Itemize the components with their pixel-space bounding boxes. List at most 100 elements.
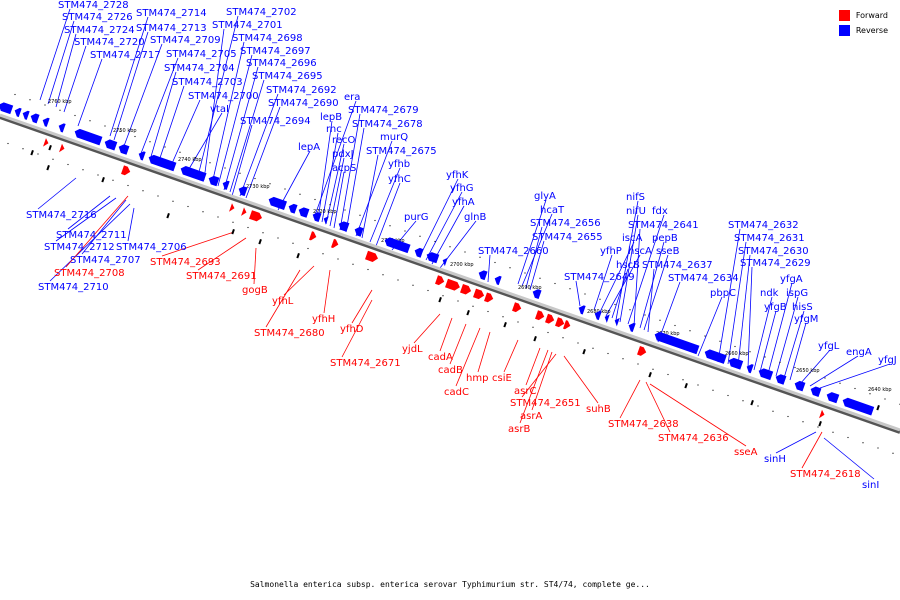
reverse-gene bbox=[532, 289, 542, 300]
genome-backbone bbox=[0, 113, 900, 432]
minor-tick bbox=[757, 405, 759, 407]
leader-line bbox=[525, 226, 543, 289]
feature-mark bbox=[503, 322, 507, 328]
feature-mark bbox=[46, 164, 50, 171]
minor-tick bbox=[59, 109, 61, 111]
reverse-gene bbox=[628, 322, 636, 332]
leader-line bbox=[775, 296, 799, 377]
gene-label: pbpC bbox=[710, 288, 736, 299]
coordinate-tick-label: 2690 kbp bbox=[518, 285, 542, 291]
minor-tick bbox=[644, 314, 646, 316]
minor-tick bbox=[367, 268, 369, 271]
gene-label: STM474_2638 bbox=[608, 419, 679, 430]
minor-tick bbox=[449, 246, 451, 248]
leader-line bbox=[265, 269, 301, 328]
leader-line bbox=[717, 228, 741, 363]
reverse-gene bbox=[323, 216, 329, 225]
leader-line bbox=[345, 127, 365, 233]
genome-backbone-shadow bbox=[0, 115, 900, 434]
minor-tick bbox=[479, 256, 481, 258]
minor-tick bbox=[719, 340, 721, 342]
leader-line bbox=[753, 296, 773, 371]
map-caption: Salmonella enterica subsp. enterica sero… bbox=[250, 580, 650, 589]
coordinate-tick-label: 2760 kbp bbox=[48, 99, 72, 105]
gene-label: STM474_2651 bbox=[510, 398, 581, 409]
minor-tick bbox=[704, 335, 706, 337]
minor-tick bbox=[472, 305, 474, 307]
leader-line bbox=[341, 299, 373, 358]
minor-tick bbox=[749, 351, 751, 353]
leader-line bbox=[455, 327, 481, 387]
reverse-gene bbox=[810, 386, 822, 397]
minor-tick bbox=[179, 151, 181, 153]
leader-line bbox=[197, 15, 239, 177]
leader-line bbox=[77, 58, 103, 127]
minor-tick bbox=[787, 415, 789, 418]
leader-line bbox=[329, 157, 345, 227]
gene-labels: STM474_2728STM474_2726STM474_2724STM474_… bbox=[26, 0, 897, 491]
gene-label: STM474_2680 bbox=[254, 328, 325, 339]
minor-tick bbox=[877, 447, 879, 449]
leader-line bbox=[789, 322, 807, 381]
leader-line bbox=[783, 310, 805, 379]
reverse-gene bbox=[594, 310, 602, 321]
minor-tick bbox=[637, 363, 639, 365]
reverse-gene bbox=[298, 207, 310, 218]
gene-label: STM474_2712 bbox=[44, 242, 115, 253]
minor-tick bbox=[247, 226, 249, 229]
gene-label: STM474_2655 bbox=[532, 232, 603, 243]
leader-line bbox=[323, 269, 331, 314]
gene-label: asrA bbox=[520, 411, 542, 422]
forward-gene bbox=[59, 143, 65, 153]
gene-label: hisS bbox=[792, 302, 813, 313]
minor-tick bbox=[419, 235, 421, 237]
minor-tick bbox=[284, 188, 286, 190]
leader-line bbox=[65, 195, 129, 268]
minor-tick bbox=[292, 242, 294, 244]
gene-label: yfgA bbox=[780, 274, 803, 285]
leader-line bbox=[633, 228, 641, 327]
reverse-gene bbox=[74, 128, 103, 146]
leader-line bbox=[503, 339, 519, 373]
leader-line bbox=[649, 383, 747, 447]
leader-line bbox=[39, 8, 71, 101]
minor-tick bbox=[569, 288, 571, 290]
reverse-gene bbox=[604, 314, 610, 323]
leader-line bbox=[419, 178, 459, 257]
leader-line bbox=[361, 154, 379, 239]
coordinate-tick-label: 2700 kbp bbox=[450, 262, 474, 268]
reverse-gene bbox=[758, 368, 774, 381]
leader-line bbox=[283, 265, 315, 296]
gene-label: STM474_2671 bbox=[330, 358, 401, 369]
feature-mark bbox=[101, 177, 105, 183]
minor-tick bbox=[52, 158, 54, 160]
leader-line bbox=[161, 231, 235, 257]
leader-line bbox=[619, 214, 639, 323]
reverse-gene bbox=[614, 317, 620, 327]
feature-mark bbox=[438, 297, 442, 303]
leader-line bbox=[619, 379, 641, 419]
feature-mark bbox=[533, 335, 537, 342]
minor-tick bbox=[712, 389, 714, 391]
leader-line bbox=[217, 54, 253, 187]
leader-line bbox=[517, 199, 547, 285]
leader-line bbox=[157, 85, 185, 165]
leader-line bbox=[563, 355, 599, 404]
reverse-gene bbox=[442, 257, 448, 267]
gene-label: yjdL bbox=[402, 344, 423, 355]
minor-tick bbox=[44, 104, 46, 106]
minor-tick bbox=[74, 114, 76, 117]
reverse-gene bbox=[118, 144, 130, 155]
reverse-gene bbox=[794, 380, 806, 392]
leader-line bbox=[369, 167, 401, 243]
coordinate-tick-label: 2750 kbp bbox=[113, 128, 137, 134]
gene-label: STM474_2637 bbox=[642, 260, 713, 271]
minor-tick bbox=[652, 368, 654, 370]
leader-line bbox=[55, 197, 117, 242]
gene-label: STM474_2634 bbox=[668, 273, 739, 284]
gene-label: era bbox=[344, 92, 360, 103]
gene-label: STM474_2709 bbox=[150, 35, 221, 46]
minor-tick bbox=[592, 347, 594, 349]
minor-tick bbox=[847, 436, 849, 439]
coordinate-tick-label: 2720 kbp bbox=[313, 209, 337, 215]
